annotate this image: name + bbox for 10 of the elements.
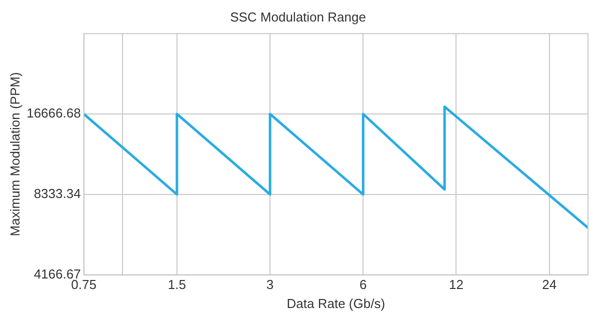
- y-axis-title: Maximum Modulation (PPM): [7, 72, 22, 236]
- x-tick-label: 12: [449, 277, 464, 292]
- x-axis-title: Data Rate (Gb/s): [286, 296, 386, 311]
- x-tick-label: 6: [360, 277, 367, 292]
- chart-title: SSC Modulation Range: [230, 9, 366, 24]
- x-tick-label: 1.5: [168, 277, 186, 292]
- x-tick-label: 3: [266, 277, 274, 292]
- y-tick-label: 8333.34: [34, 186, 81, 201]
- y-tick-label: 16666.68: [26, 106, 81, 121]
- x-tick-label: 24: [542, 277, 557, 292]
